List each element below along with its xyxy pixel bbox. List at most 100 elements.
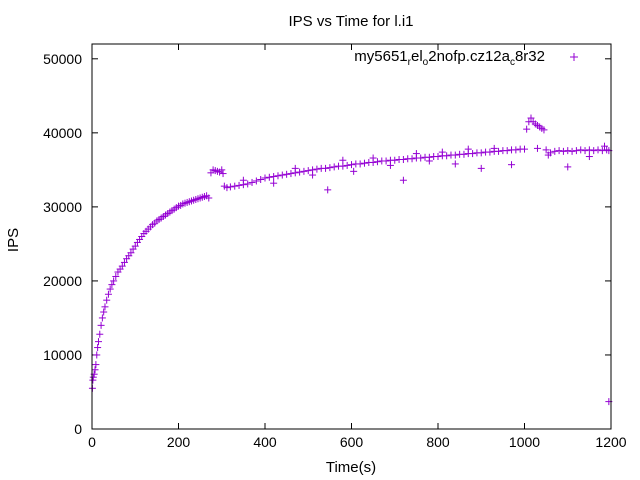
- data-point: [564, 147, 572, 155]
- data-point: [339, 162, 347, 170]
- data-point: [274, 172, 282, 180]
- data-point: [451, 151, 459, 159]
- data-point: [477, 164, 485, 172]
- data-point: [533, 144, 541, 152]
- data-point: [257, 175, 265, 183]
- data-point: [270, 179, 278, 187]
- x-axis-label: Time(s): [326, 459, 376, 476]
- data-point: [97, 321, 105, 329]
- data-point: [96, 330, 104, 338]
- data-point: [460, 150, 468, 158]
- plot-frame: [91, 43, 612, 430]
- data-point: [304, 167, 312, 175]
- data-point: [585, 153, 593, 161]
- data-point: [512, 146, 520, 154]
- data-point: [386, 161, 394, 169]
- data-point: [373, 158, 381, 166]
- data-point: [551, 147, 559, 155]
- data-point: [270, 173, 278, 181]
- data-point: [356, 160, 364, 168]
- y-axis-label: IPS: [5, 228, 22, 252]
- data-point: [131, 242, 139, 250]
- data-point: [391, 156, 399, 164]
- data-point: [89, 373, 97, 381]
- data-point: [521, 145, 528, 153]
- data-point: [443, 152, 451, 160]
- data-point: [248, 178, 256, 186]
- data-point: [313, 165, 321, 173]
- data-point: [326, 164, 334, 172]
- data-point: [564, 163, 572, 171]
- y-tick-label: 10000: [43, 347, 82, 363]
- data-point: [104, 290, 112, 298]
- data-point: [568, 147, 576, 155]
- data-point: [451, 160, 459, 168]
- data-point: [527, 114, 535, 122]
- legend-marker: [570, 53, 578, 61]
- legend: my5651relo2nofp.cz12ac8r32: [354, 48, 578, 68]
- data-point: [508, 161, 516, 169]
- data-point: [486, 148, 494, 156]
- data-point: [112, 272, 120, 280]
- data-point: [226, 183, 234, 191]
- data-point: [382, 157, 390, 165]
- data-point: [291, 164, 299, 172]
- data-point: [412, 150, 420, 158]
- data-point: [490, 144, 498, 152]
- x-tick-label: 400: [253, 434, 277, 450]
- y-tick-label: 0: [74, 421, 82, 437]
- x-tick-label: 800: [426, 434, 450, 450]
- data-point: [278, 171, 286, 179]
- data-point: [601, 142, 609, 150]
- data-point: [542, 146, 550, 154]
- data-point: [205, 194, 213, 202]
- axis-ticks: 0 200 400 600 800 1000 1200 0 10000 20000 30000 400…: [43, 44, 627, 450]
- data-points: [88, 114, 613, 406]
- data-point: [350, 167, 358, 175]
- legend-label: my5651relo2nofp.cz12ac8r32: [354, 48, 545, 68]
- y-tick-label: 20000: [43, 273, 82, 289]
- data-point: [106, 285, 114, 293]
- data-point: [598, 147, 606, 155]
- data-point: [369, 154, 377, 162]
- data-point: [434, 153, 442, 161]
- data-point: [585, 146, 593, 154]
- legend-label-sub-2: o: [423, 57, 429, 68]
- data-point: [231, 182, 239, 190]
- data-point: [283, 170, 291, 178]
- legend-label-sub-3: c: [510, 57, 515, 68]
- data-point: [108, 281, 116, 289]
- data-point: [399, 156, 407, 163]
- data-point: [343, 161, 351, 169]
- data-point: [417, 154, 425, 162]
- x-tick-label: 0: [88, 434, 96, 450]
- data-point: [98, 314, 106, 322]
- data-point: [300, 167, 308, 175]
- data-point: [464, 145, 472, 153]
- data-point: [523, 125, 531, 133]
- data-point: [92, 361, 100, 369]
- data-point: [339, 156, 347, 164]
- data-point: [546, 149, 554, 157]
- data-point: [408, 155, 416, 163]
- data-point: [348, 161, 355, 169]
- x-tick-label: 1000: [509, 434, 540, 450]
- data-point: [219, 170, 227, 178]
- data-point: [330, 163, 338, 171]
- data-point: [103, 296, 111, 304]
- data-point: [223, 184, 231, 192]
- y-tick-label: 50000: [43, 51, 82, 67]
- data-point: [322, 164, 330, 172]
- data-point: [239, 176, 247, 184]
- data-point: [399, 176, 407, 184]
- legend-label-mid-2: 2nofp.cz12a: [428, 48, 510, 65]
- data-point: [91, 366, 99, 374]
- data-point: [252, 177, 260, 185]
- data-point: [559, 147, 567, 155]
- data-point: [127, 249, 135, 257]
- legend-label-mid-1: el: [411, 48, 423, 65]
- data-point: [120, 258, 128, 266]
- data-point: [309, 171, 317, 179]
- data-point: [503, 147, 511, 155]
